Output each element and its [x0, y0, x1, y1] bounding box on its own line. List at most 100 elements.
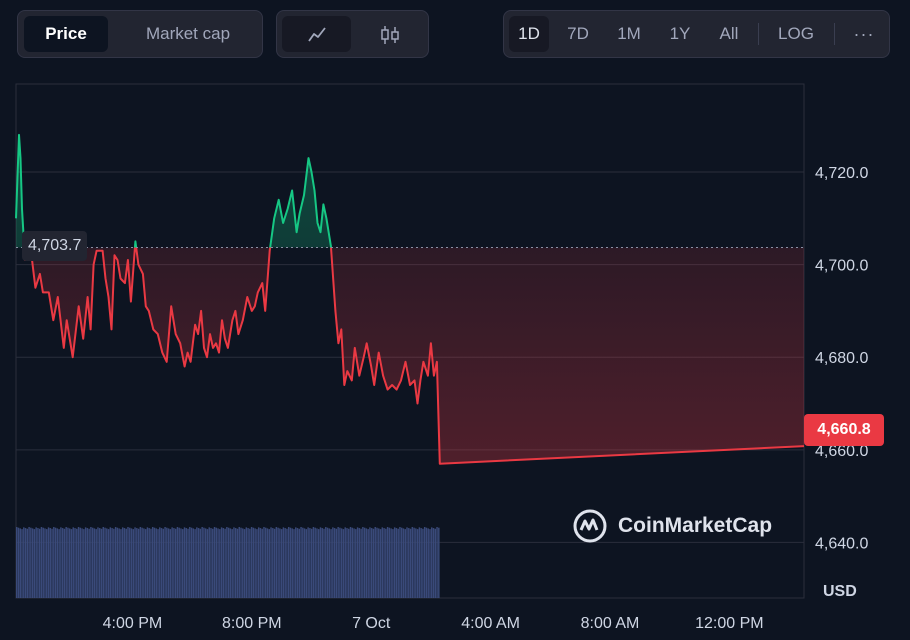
volume-bar	[386, 527, 389, 598]
volume-bar	[355, 529, 357, 598]
volume-bar	[197, 528, 200, 598]
volume-bar	[257, 527, 260, 598]
area-fill-down	[16, 247, 804, 464]
volume-bar	[164, 527, 166, 598]
volume-bar	[245, 527, 248, 598]
range-7d-button[interactable]: 7D	[567, 24, 589, 43]
x-tick-label: 4:00 AM	[461, 615, 520, 632]
volume-bar	[420, 528, 422, 598]
volume-bar	[229, 528, 232, 598]
volume-bar	[88, 528, 90, 598]
range-1m-button[interactable]: 1M	[617, 24, 641, 43]
area-fill-up	[16, 134, 331, 248]
volume-bar	[429, 529, 431, 598]
volume-bar	[259, 528, 262, 598]
volume-bar	[60, 527, 62, 598]
volume-bar	[123, 528, 126, 598]
volume-bar	[422, 528, 424, 598]
volume-bar	[250, 527, 253, 598]
volume-bar	[400, 527, 403, 598]
volume-bar	[150, 528, 152, 598]
volume-bar	[243, 529, 246, 598]
volume-bar	[28, 527, 30, 598]
line-chart-icon	[307, 26, 326, 42]
volume-bar	[38, 528, 41, 598]
volume-bar	[360, 528, 362, 598]
volume-bar	[102, 527, 105, 598]
volume-bar	[413, 527, 415, 598]
candlestick-icon	[380, 25, 399, 44]
range-1y-button[interactable]: 1Y	[669, 24, 691, 43]
volume-bar	[240, 527, 242, 598]
volume-bar	[231, 529, 233, 598]
volume-bar	[268, 529, 271, 598]
watermark: CoinMarketCap	[572, 508, 772, 544]
volume-bar	[67, 527, 69, 598]
volume-bar	[233, 527, 235, 598]
y-tick-label: 4,680.0	[815, 350, 868, 367]
volume-bar	[91, 527, 94, 598]
volume-bar	[118, 528, 120, 598]
volume-bar	[362, 527, 364, 598]
coinmarketcap-logo-icon	[573, 509, 607, 543]
volume-bar	[319, 527, 322, 598]
price-tab[interactable]: Price	[24, 16, 108, 52]
volume-bar	[26, 528, 29, 598]
volume-bar	[40, 527, 43, 598]
volume-bar	[114, 527, 117, 598]
volume-bar	[56, 528, 59, 598]
volume-bar	[289, 527, 292, 598]
volume-bar	[415, 528, 417, 598]
range-1d-button[interactable]: 1D	[509, 16, 549, 52]
volume-bar	[309, 528, 311, 598]
volume-bar	[121, 527, 124, 598]
candlestick-view-button[interactable]	[355, 16, 424, 52]
volume-bar	[208, 527, 210, 598]
volume-bar	[213, 527, 216, 598]
volume-bar	[171, 527, 173, 598]
market-cap-tab[interactable]: Market cap	[145, 24, 231, 43]
volume-bar	[107, 529, 110, 598]
volume-bar	[317, 529, 320, 598]
volume-bar	[438, 527, 440, 598]
volume-bar	[305, 529, 308, 598]
volume-bar	[333, 528, 336, 598]
line-view-button[interactable]	[282, 16, 351, 52]
volume-bar	[173, 528, 175, 598]
volume-bar	[351, 527, 354, 598]
log-scale-button[interactable]: LOG	[778, 24, 814, 43]
volume-bar	[183, 527, 186, 598]
volume-bar	[402, 528, 405, 598]
volume-bar	[134, 527, 136, 598]
volume-bar	[76, 528, 78, 598]
volume-bar	[376, 527, 378, 598]
y-tick-label: 4,720.0	[815, 165, 868, 182]
volume-bar	[266, 528, 269, 598]
volume-bar	[113, 528, 115, 598]
volume-bar	[425, 527, 428, 598]
volume-bar	[203, 527, 205, 598]
volume-bar	[178, 527, 180, 598]
volume-bar	[332, 527, 334, 598]
volume-bar	[148, 528, 150, 598]
volume-bar	[323, 528, 325, 598]
volume-bar	[275, 527, 278, 598]
more-options-button[interactable]: ···	[844, 16, 884, 52]
volume-bar	[19, 528, 21, 598]
volume-bar	[100, 528, 103, 598]
volume-bar	[37, 528, 39, 598]
volume-bar	[24, 528, 27, 598]
volume-bar	[81, 528, 83, 598]
chart-type-toggle: Price Market cap	[17, 10, 263, 58]
volume-bar	[416, 529, 419, 598]
volume-bar	[58, 529, 60, 598]
volume-bar	[31, 528, 34, 598]
volume-bar	[189, 527, 191, 598]
volume-bar	[270, 527, 272, 598]
volume-bar	[265, 527, 267, 598]
volume-bar	[356, 527, 359, 598]
volume-bar	[291, 528, 293, 598]
range-all-button[interactable]: All	[719, 24, 739, 43]
volume-bar	[116, 527, 119, 598]
volume-bar	[409, 528, 412, 598]
